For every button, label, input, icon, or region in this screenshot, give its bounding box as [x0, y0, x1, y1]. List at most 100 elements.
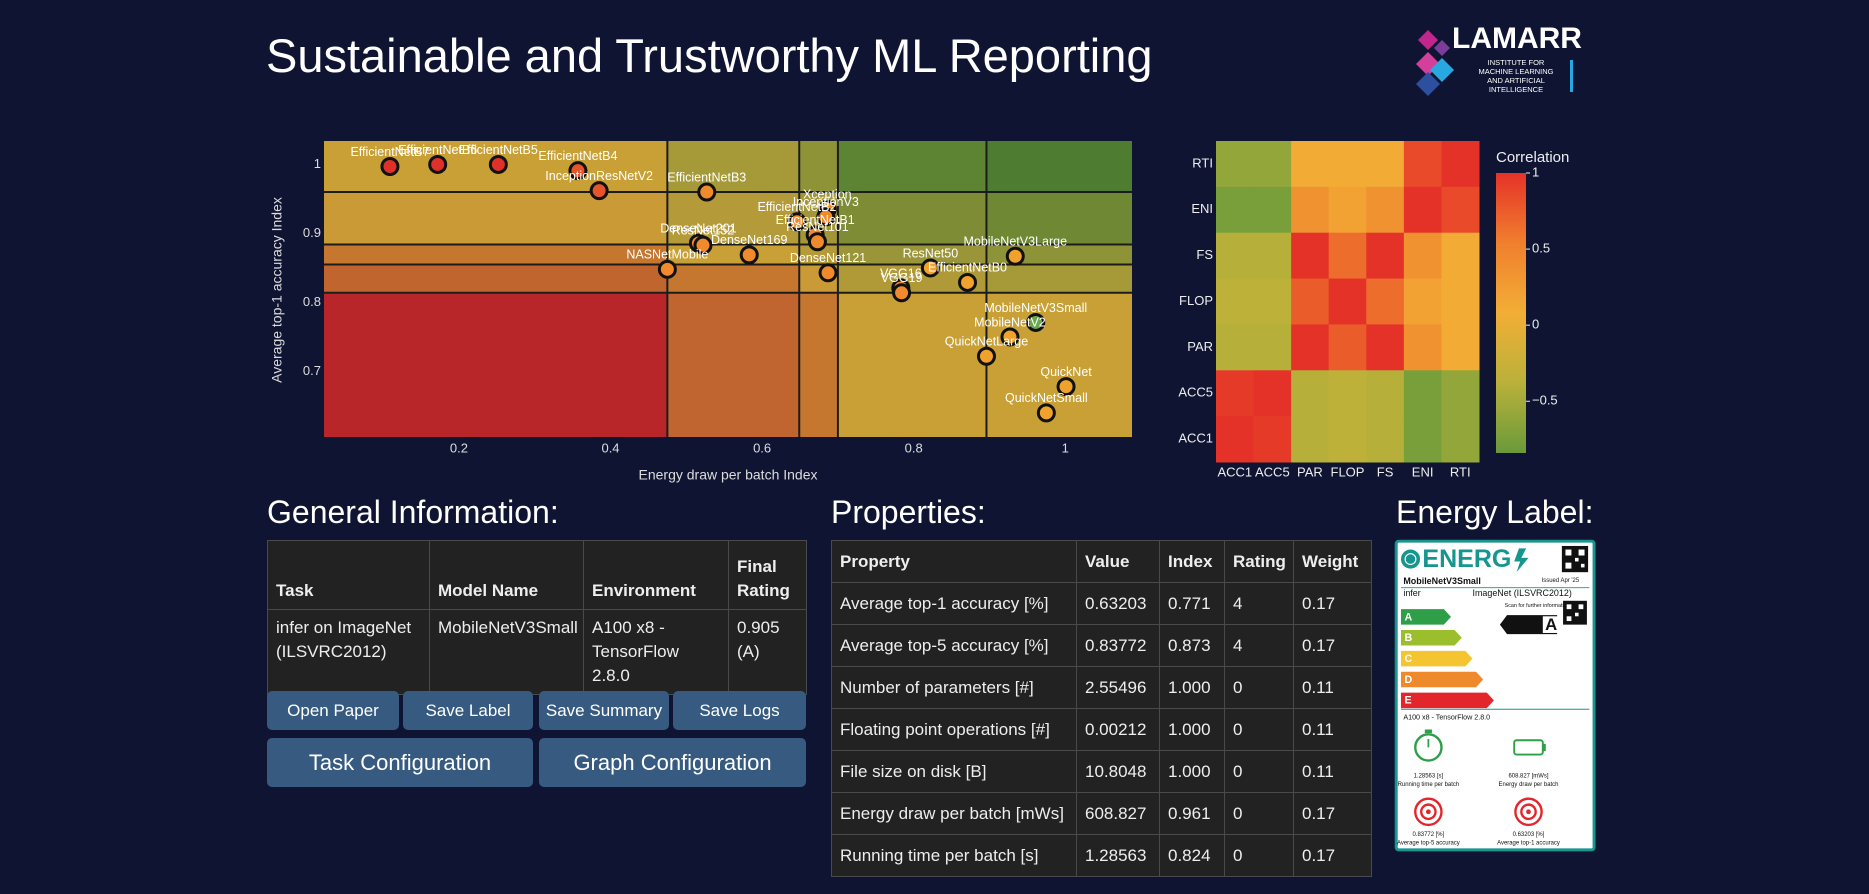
table-cell: 0.00212 — [1076, 708, 1160, 751]
point-label: EfficientNetB3 — [667, 170, 746, 184]
x-tick-label: 0.6 — [753, 440, 771, 455]
data-point — [1056, 377, 1076, 397]
point-label: DenseNet201 — [660, 221, 736, 235]
table-cell: 4 — [1224, 582, 1294, 625]
heatmap-cell — [1291, 141, 1330, 188]
logo-name: LAMARR — [1452, 22, 1582, 55]
data-point — [958, 272, 978, 292]
logo: LAMARR INSTITUTE FOR MACHINE LEARNING AN… — [1416, 22, 1582, 96]
table-cell: 0 — [1224, 666, 1294, 709]
data-point — [488, 154, 508, 174]
heatmap-cell — [1253, 186, 1292, 234]
table-cell: 0 — [1224, 792, 1294, 835]
table-cell: 4 — [1224, 624, 1294, 667]
button[interactable]: Save Summary — [539, 691, 669, 730]
heatmap-cell — [1403, 141, 1442, 188]
table-cell: Running time per batch [s] — [831, 834, 1077, 877]
point-label: MobileNetV3Large — [963, 235, 1067, 249]
column-header: Value — [1076, 540, 1160, 583]
heatmap-cell — [1216, 232, 1255, 280]
issued-date: Issued Apr '25 — [1542, 578, 1580, 584]
section-heading: Properties: — [831, 494, 986, 530]
table-row: Floating point operations [#] 0.00212 1.00… — [831, 708, 1372, 751]
data-point — [787, 212, 807, 232]
point-label: DenseNet121 — [790, 251, 866, 265]
rating-region — [986, 141, 1132, 193]
point-label: QuickNetLarge — [945, 335, 1028, 349]
energy-class-bar — [1400, 609, 1452, 625]
heatmap-cell — [1441, 232, 1480, 280]
table-row: Energy draw per batch [mWs] 608.827 0.961 0… — [831, 792, 1372, 835]
table-cell: 0.17 — [1293, 582, 1372, 625]
table-cell: 0.11 — [1293, 750, 1372, 793]
logo-line: AND ARTIFICIAL — [1487, 76, 1545, 85]
y-tick-label: 1 — [314, 156, 321, 171]
rating-region — [799, 192, 838, 245]
point-label: VGG19 — [881, 271, 923, 285]
point-label: EfficientNetB2 — [757, 200, 836, 214]
rating-region — [667, 141, 800, 193]
button[interactable]: Open Paper — [267, 691, 399, 730]
x-tick-label: 0.2 — [450, 440, 468, 455]
energy-brand: ENERG — [1422, 545, 1511, 573]
properties-table: Property Value Index Rating Weight Average to… — [831, 540, 1372, 877]
point-label: ResNet50 — [903, 246, 959, 260]
heatmap-cell — [1403, 416, 1442, 463]
energy-label: ENERG MobileNetV3Small Issued Apr '25 in… — [1394, 539, 1596, 852]
header-row: Task Model Name Environment Final Rating — [267, 540, 807, 610]
data-point — [693, 235, 713, 255]
rating-region — [986, 244, 1132, 265]
energy-class-bar — [1400, 629, 1462, 646]
heatmap-cell — [1403, 232, 1442, 280]
x-tick-label: ACC1 — [1217, 464, 1252, 479]
table-cell: 0.11 — [1293, 708, 1372, 751]
data-point — [817, 199, 837, 219]
y-tick-label: 0.9 — [303, 225, 321, 240]
header-row: Property Value Index Rating Weight — [831, 540, 1372, 583]
metric-value: 1.28563 [s] — [1414, 774, 1444, 780]
y-tick-label: ACC1 — [1178, 431, 1213, 446]
heatmap-cell — [1366, 141, 1405, 188]
data-point — [892, 283, 912, 303]
button[interactable]: Save Label — [403, 691, 533, 730]
table-row: infer on ImageNet (ILSVRC2012) MobileNetV… — [267, 609, 807, 695]
point-label: InceptionV3 — [793, 195, 859, 209]
metric-label: Energy draw per batch — [1499, 782, 1559, 788]
table-cell: Average top-1 accuracy [%] — [831, 582, 1077, 625]
scan-note: Scan for further information — [1505, 603, 1570, 609]
button[interactable]: Save Logs — [673, 691, 806, 730]
x-tick-label: PAR — [1297, 464, 1323, 479]
table-cell: 0 — [1224, 708, 1294, 751]
table-cell: 0 — [1224, 834, 1294, 877]
task: infer — [1403, 588, 1420, 598]
table-cell: Energy draw per batch [mWs] — [831, 792, 1077, 835]
data-point — [807, 232, 827, 252]
table-cell: 1.000 — [1159, 750, 1225, 793]
point-label: QuickNetSmall — [1005, 391, 1088, 405]
metric-value: 0.63203 [%] — [1513, 832, 1545, 838]
logo-line: INTELLIGENCE — [1489, 85, 1543, 94]
rating-region — [837, 141, 987, 193]
data-point — [697, 182, 717, 202]
page-title: Sustainable and Trustworthy ML Reporting — [266, 29, 1153, 82]
heatmap-cell — [1441, 141, 1480, 188]
colorbar-tick-label: 0.5 — [1532, 241, 1550, 256]
button[interactable]: Task Configuration — [267, 738, 533, 787]
x-tick-label: FS — [1377, 464, 1394, 479]
rating-region — [799, 244, 838, 265]
dataset: ImageNet (ILSVRC2012) — [1472, 588, 1571, 598]
heatmap-cell — [1403, 186, 1442, 234]
data-point — [568, 161, 588, 181]
data-point — [816, 207, 836, 227]
button[interactable]: Graph Configuration — [539, 738, 806, 787]
x-tick-label: 1 — [1062, 440, 1069, 455]
table-row: Average top-5 accuracy [%] 0.83772 0.873 4 0… — [831, 624, 1372, 667]
data-point — [920, 258, 940, 278]
energy-class-bar — [1400, 671, 1484, 688]
point-label: MobileNetV2 — [974, 315, 1046, 329]
point-label: EfficientNetB4 — [538, 149, 617, 163]
table-cell: 0.63203 — [1076, 582, 1160, 625]
table-row: File size on disk [B] 10.8048 1.000 0 0.11 — [831, 750, 1372, 793]
point-label: EfficientNetB1 — [776, 213, 855, 227]
